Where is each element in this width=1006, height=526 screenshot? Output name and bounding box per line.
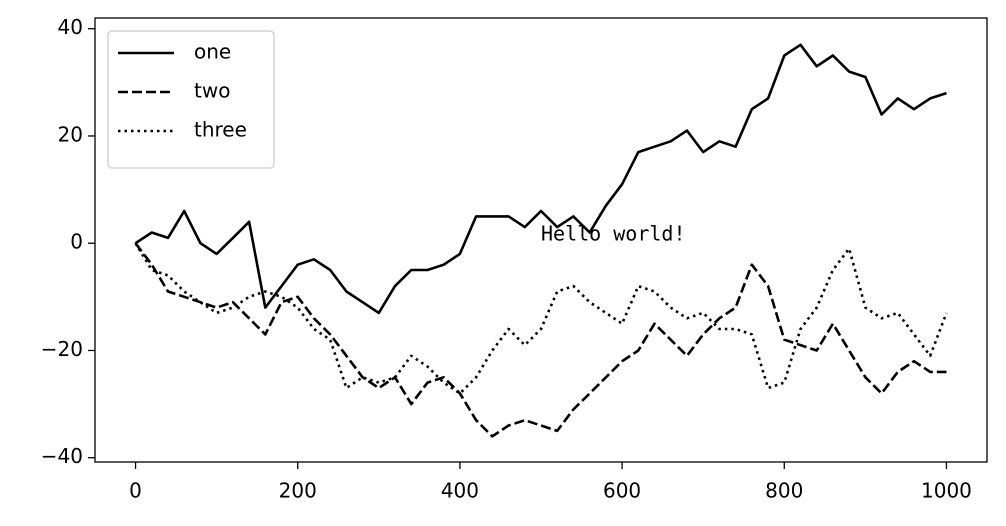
- y-tick-label: −20: [41, 337, 83, 361]
- y-tick-label: 20: [58, 122, 83, 146]
- series-line: [134, 242, 948, 395]
- x-tick-label: 1000: [921, 479, 972, 503]
- plot-frame: [94, 17, 988, 463]
- legend-label: two: [194, 79, 230, 103]
- legend-box: [107, 30, 275, 169]
- y-tick-label: −40: [41, 444, 83, 468]
- y-tick-label: 40: [58, 15, 83, 39]
- legend-label: one: [194, 40, 231, 64]
- x-tick-label: 400: [441, 479, 479, 503]
- x-tick-label: 0: [129, 479, 142, 503]
- series-line: [134, 242, 947, 438]
- legend-label: three: [194, 118, 247, 142]
- series-line: [134, 43, 947, 315]
- annotation: Hello world!: [541, 222, 686, 246]
- x-tick-label: 600: [603, 479, 641, 503]
- x-tick-label: 200: [279, 479, 317, 503]
- x-tick-label: 800: [765, 479, 803, 503]
- y-tick-label: 0: [70, 230, 83, 254]
- legend: one two three: [107, 30, 275, 169]
